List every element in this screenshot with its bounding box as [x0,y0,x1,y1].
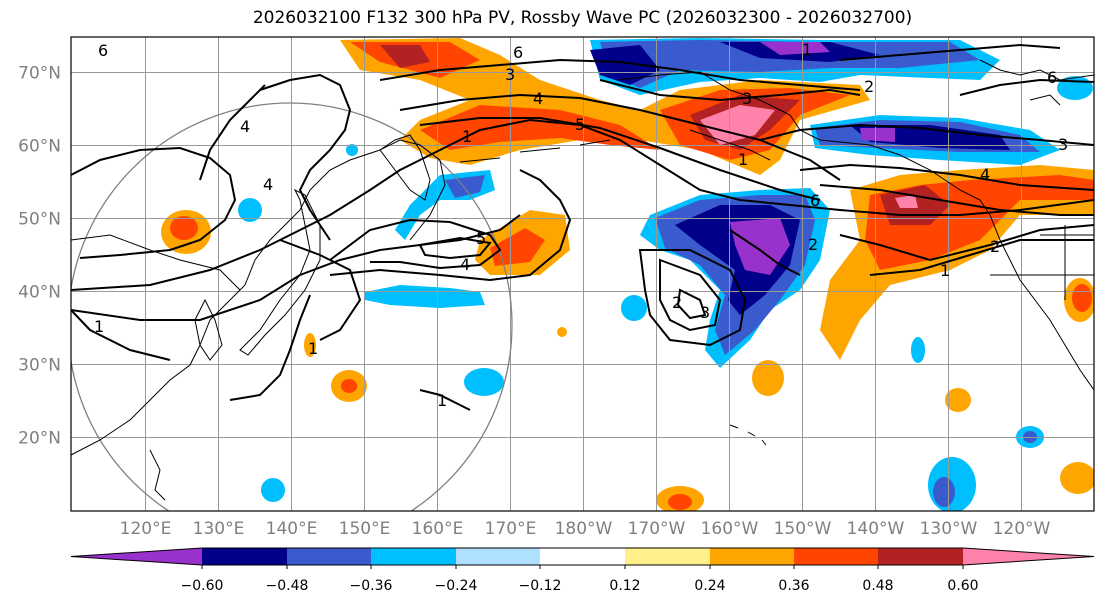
contour-label: 6 [1047,68,1057,87]
contour-label: 4 [263,175,273,194]
contour-label: 2 [672,293,682,312]
contour-label: 4 [460,255,470,274]
contour-label: 1 [437,391,447,410]
contour-label: 2 [864,77,874,96]
latitude-label: 70°N [18,64,61,84]
negative-anomaly-max [760,42,830,55]
contour-label: 2 [990,237,1000,256]
latitude-label: 60°N [18,137,61,157]
colorbar-label: 0.36 [778,578,809,594]
map-plot-area: 6 6 4 4 4 5 4 5 3 1 1 2 3 6 2 1 3 1 2 1 … [71,37,1094,511]
negative-anomaly-core [600,40,980,88]
latitude-label: 20°N [18,429,61,449]
longitude-labels: 120°E 130°E 140°E 150°E 160°E 170°E 180°W 170°W… [120,519,1051,539]
contour-label: 1 [308,339,318,358]
colorbar-segment [71,548,202,565]
positive-anomaly-max [700,105,775,145]
negative-anomaly-peak [590,45,660,85]
colorbar-label: −0.36 [350,578,393,594]
colorbar-segment [202,548,287,565]
colorbar-label: −0.48 [266,578,309,594]
colorbar-label: 0.60 [947,578,978,594]
positive-anomaly-core [420,105,660,150]
latitude-label: 30°N [18,356,61,376]
map-title: 2026032100 F132 300 hPa PV, Rossby Wave … [252,8,913,28]
positive-anomaly-peak [380,45,430,68]
colorbar-label: 0.48 [862,578,893,594]
negative-anomaly-max [860,128,895,142]
longitude-label: 130°E [193,519,245,539]
longitude-label: 140°E [266,519,318,539]
colorbar-label: −0.24 [435,578,478,594]
colorbar-segment [456,548,540,565]
contour-label: 4 [240,117,250,136]
contour-labels: 6 6 4 4 4 5 4 5 3 1 1 2 3 6 2 1 3 1 2 1 … [94,40,1068,410]
contour-label: 5 [575,115,585,134]
longitude-label: 150°E [339,519,391,539]
contour-label: 1 [94,317,104,336]
longitude-label: 120°E [120,519,172,539]
contour-label: 3 [1058,135,1068,154]
negative-anomaly [365,285,485,308]
contour-label: 3 [505,65,515,84]
negative-anomaly-core [445,175,485,198]
longitude-label: 160°W [701,519,759,539]
contour-label: 6 [98,41,108,60]
colorbar-segment [625,548,710,565]
longitude-label: 180°W [555,519,613,539]
contour-label: 4 [980,165,990,184]
longitude-label: 140°W [847,519,905,539]
contour-label: 6 [810,191,820,210]
contour-label: 1 [462,127,472,146]
colorbar-segment [371,548,456,565]
colorbar-label: 0.24 [694,578,725,594]
latitude-label: 40°N [18,283,61,303]
colorbar-label: 0.12 [609,578,640,594]
colorbar-labels: −0.60 −0.48 −0.36 −0.24 −0.12 0.12 0.24 0.36 0.4… [181,578,979,594]
contour-label: 1 [738,150,748,169]
positive-anomaly-core [490,228,545,266]
colorbar [70,547,1095,569]
contour-label: 3 [700,303,710,322]
map-gridlines [71,37,1094,511]
latitude-label: 50°N [18,210,61,230]
contour-label: 3 [742,89,752,108]
longitude-label: 150°W [774,519,832,539]
colorbar-label: −0.60 [181,578,224,594]
radius-circle [71,102,513,511]
map-frame [70,36,1095,512]
colorbar-segment [540,548,625,565]
longitude-label: 120°W [993,519,1051,539]
colorbar-segment [878,548,963,565]
contour-label: 4 [533,89,543,108]
colorbar-segment [710,548,794,565]
contour-label: 2 [808,235,818,254]
longitude-label: 170°W [628,519,686,539]
longitude-label: 160°E [412,519,464,539]
contour-label: 6 [513,43,523,62]
contour-label: 1 [802,40,812,59]
contour-label: 1 [940,261,950,280]
colorbar-segment [794,548,878,565]
contour-label: 5 [476,229,486,248]
pv-contours [71,43,1094,411]
longitude-label: 170°E [485,519,537,539]
latitude-labels: 70°N 60°N 50°N 40°N 30°N 20°N [18,64,61,449]
longitude-label: 130°W [920,519,978,539]
positive-anomaly-max [895,195,918,208]
colorbar-label: −0.12 [519,578,562,594]
colorbar-segment [287,548,371,565]
colorbar-extension-max [963,548,1094,565]
